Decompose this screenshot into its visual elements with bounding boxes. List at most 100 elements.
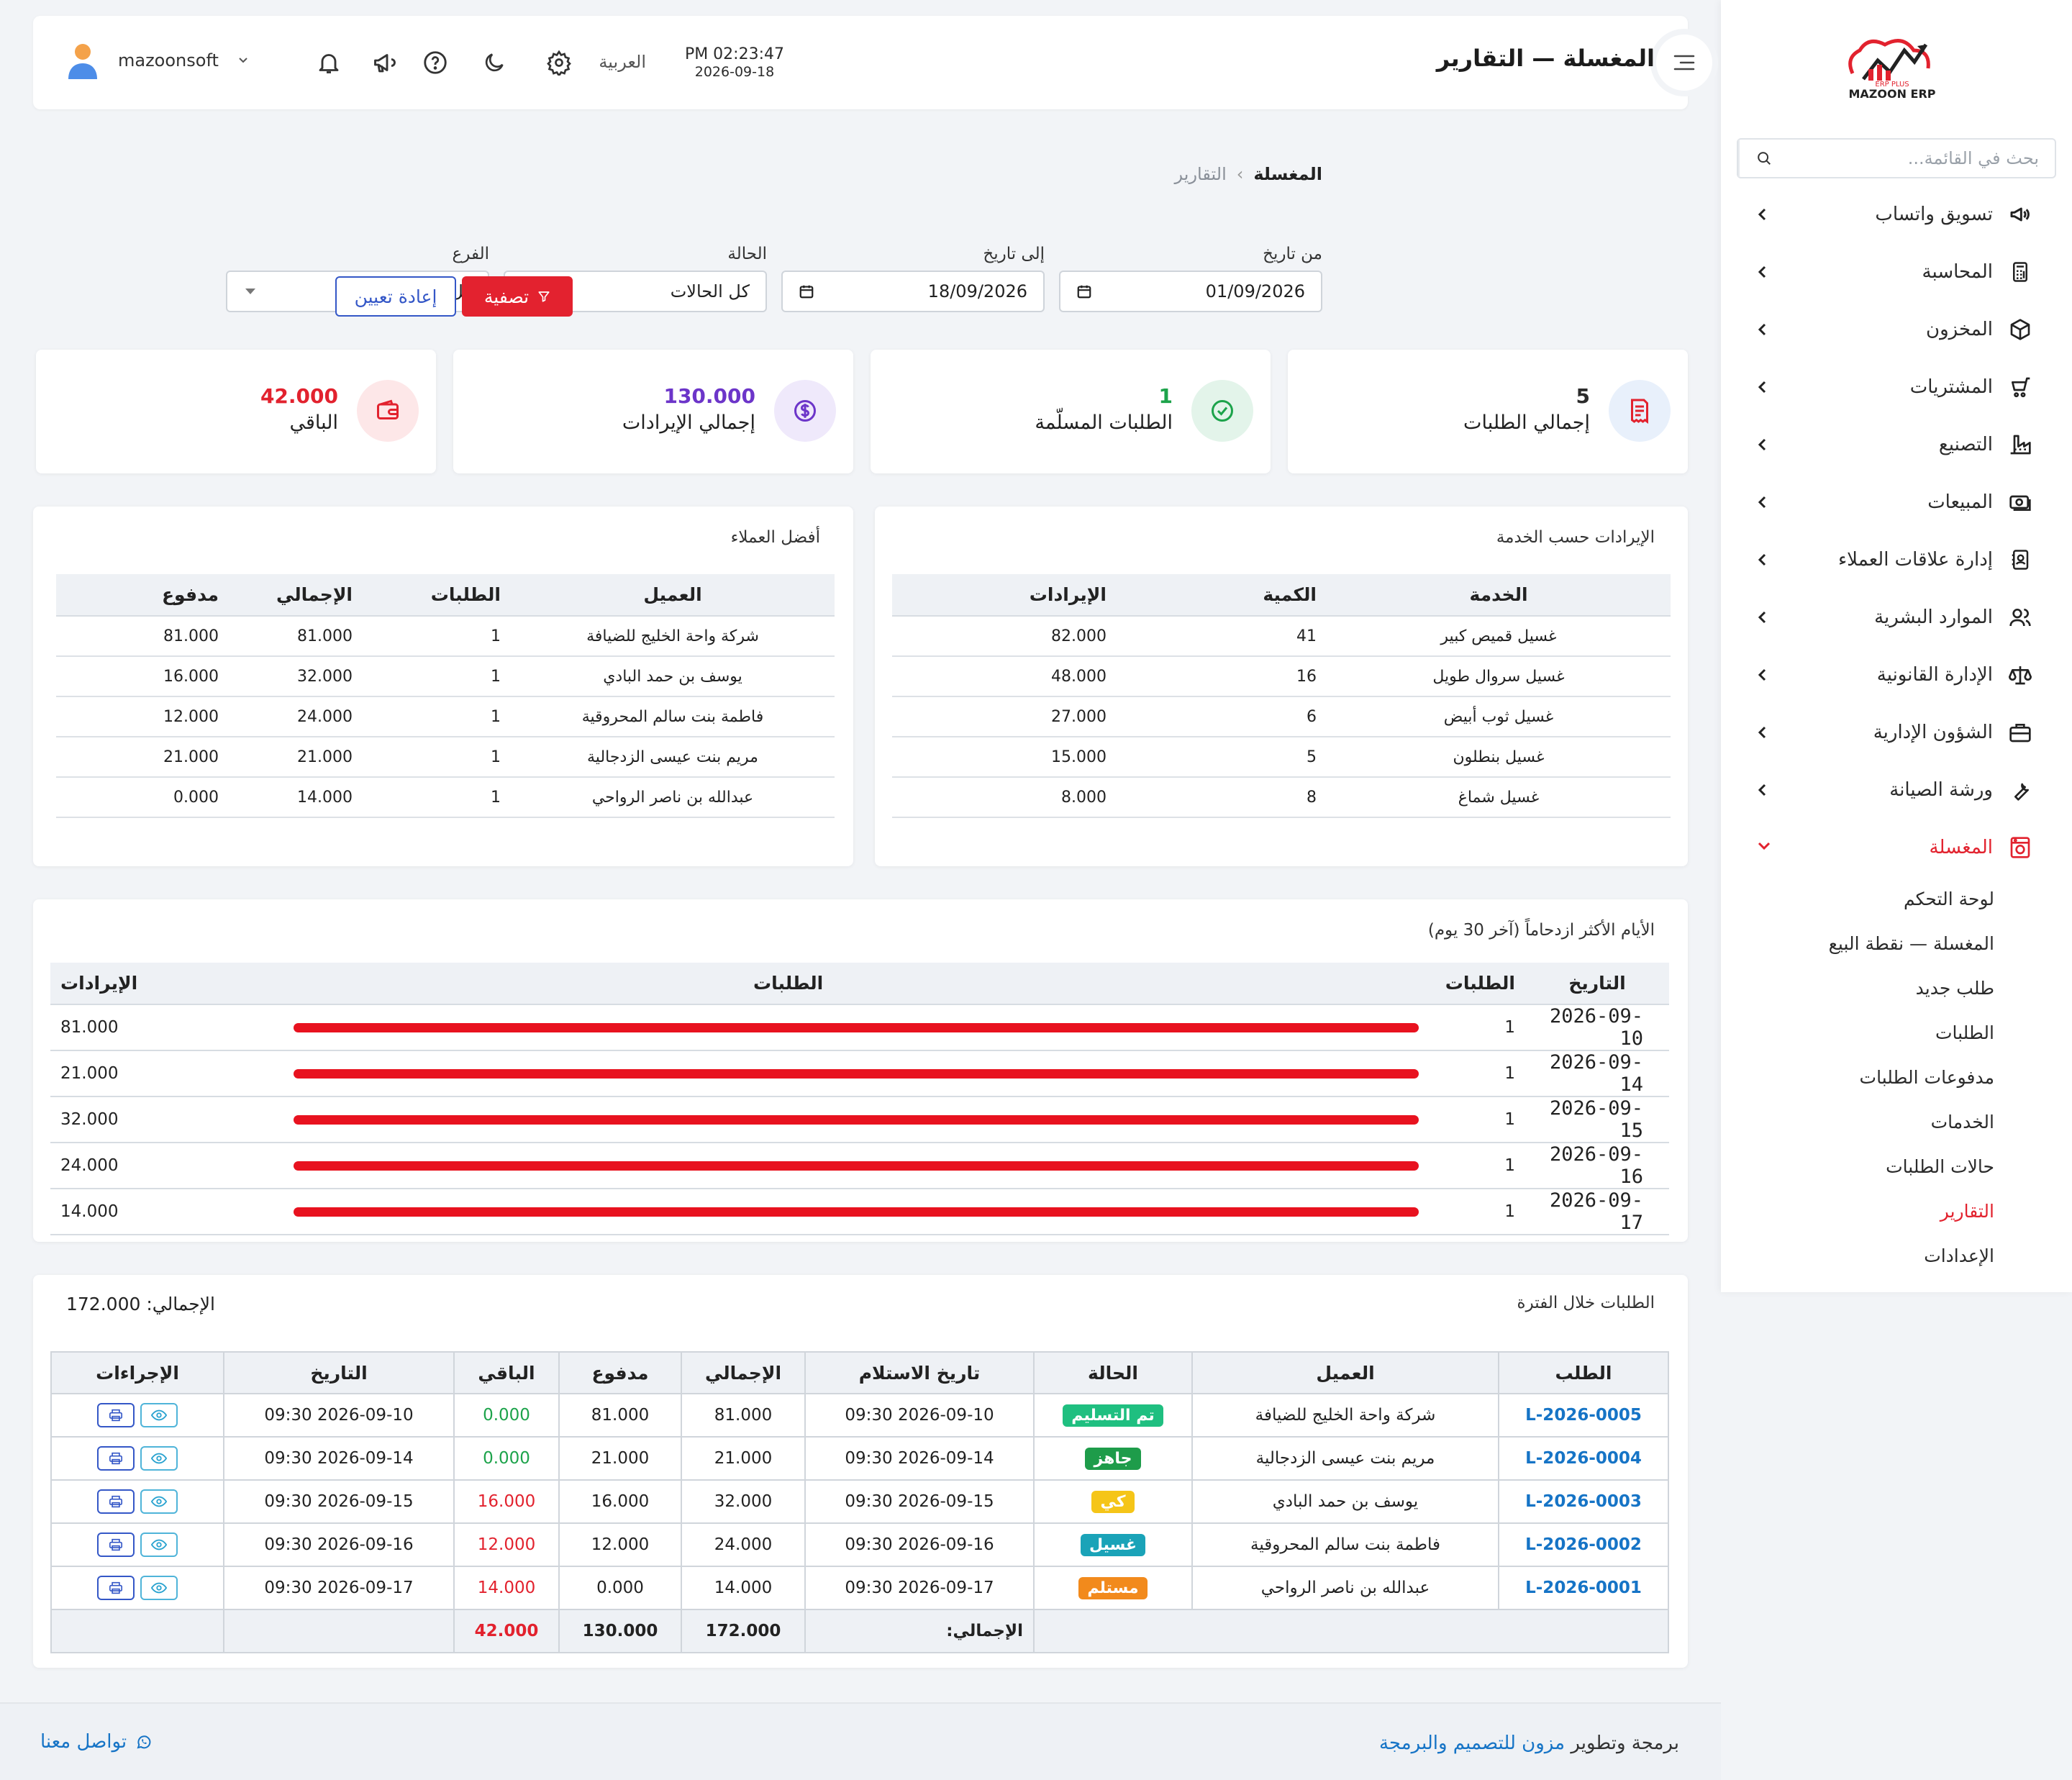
table-row: 2026-09-15 1 32.000 bbox=[50, 1096, 1669, 1143]
sidebar-item-inventory[interactable]: المخزون bbox=[1721, 301, 2072, 358]
table-header-row: العميل الطلبات الإجمالي مدفوع bbox=[56, 574, 835, 617]
order-id-link[interactable]: L-2026-0002 bbox=[1498, 1522, 1669, 1567]
footer-credit-link[interactable]: مزون للتصميم والبرمجة bbox=[1378, 1733, 1566, 1754]
mazoon-logo[interactable]: ERP PLUS MAZOON ERP bbox=[1824, 29, 1960, 101]
submenu-item-dashboard[interactable]: لوحة التحكم bbox=[1903, 888, 1994, 909]
order-status-cell: كي bbox=[1033, 1479, 1193, 1524]
to-date-group: إلى تاريخ 18/09/2026 bbox=[781, 245, 1045, 312]
status-badge: تم التسليم bbox=[1063, 1404, 1163, 1427]
day-bar-cell bbox=[147, 1143, 1429, 1189]
sidebar-item-laundry[interactable]: المغسلة bbox=[1721, 819, 2072, 876]
orders-bar bbox=[294, 1022, 1419, 1032]
sidebar-item-accounting[interactable]: المحاسبة bbox=[1721, 243, 2072, 301]
print-icon[interactable] bbox=[97, 1489, 135, 1514]
gear-icon[interactable] bbox=[544, 47, 574, 78]
table-row: شركة واحة الخليج للضيافة 1 81.000 81.000 bbox=[56, 616, 835, 657]
sidebar-item-manufacturing[interactable]: التصنيع bbox=[1721, 416, 2072, 473]
table-row: غسيل بنطلون 5 15.000 bbox=[892, 737, 1671, 778]
day-date: 2026-09-10 bbox=[1525, 1004, 1669, 1051]
order-paid: 16.000 bbox=[558, 1479, 682, 1524]
submenu-item-new-order[interactable]: طلب جديد bbox=[1915, 977, 1994, 999]
table-row: L-2026-0002 فاطمة بنت سالم المحروقية غسيل 2… bbox=[50, 1522, 1669, 1567]
table-row: 2026-09-16 1 24.000 bbox=[50, 1143, 1669, 1189]
revenue-by-service-table: الخدمة الكمية الإيرادات غسيل قميص كبير 41… bbox=[892, 574, 1671, 818]
bell-icon[interactable] bbox=[314, 47, 344, 78]
factory-icon bbox=[2006, 430, 2035, 459]
customer-total: 14.000 bbox=[229, 777, 363, 818]
customer-total: 32.000 bbox=[229, 656, 363, 697]
help-icon[interactable] bbox=[420, 47, 450, 78]
sidebar: ERP PLUS MAZOON ERP تسويق واتساب المحاسب… bbox=[1721, 0, 2072, 1292]
stat-card-total-orders: 5 إجمالي الطلبات bbox=[1288, 350, 1688, 473]
print-icon[interactable] bbox=[97, 1532, 135, 1557]
print-icon[interactable] bbox=[97, 1446, 135, 1471]
sidebar-item-crm[interactable]: إدارة علاقات العملاء bbox=[1721, 531, 2072, 589]
sidebar-item-sales[interactable]: المبيعات bbox=[1721, 473, 2072, 531]
order-id-link[interactable]: L-2026-0005 bbox=[1498, 1393, 1669, 1438]
day-orders: 1 bbox=[1429, 1143, 1525, 1189]
receipt-icon bbox=[1609, 380, 1671, 442]
funnel-icon bbox=[538, 291, 550, 302]
view-icon[interactable] bbox=[140, 1446, 178, 1471]
submenu-item-pos[interactable]: المغسلة — نقطة البيع bbox=[1828, 932, 1994, 954]
contacts-icon bbox=[2006, 545, 2035, 574]
wrench-icon bbox=[2006, 776, 2035, 804]
from-date-field[interactable]: 01/09/2026 bbox=[1059, 271, 1322, 312]
submenu-item-settings[interactable]: الإعدادات bbox=[1924, 1245, 1994, 1266]
sidebar-item-label: تسويق واتساب bbox=[1875, 204, 1993, 225]
search-icon[interactable] bbox=[1738, 140, 1789, 177]
stat-value: 42.000 bbox=[260, 384, 338, 408]
moon-icon[interactable] bbox=[479, 47, 509, 78]
order-id-link[interactable]: L-2026-0001 bbox=[1498, 1566, 1669, 1610]
submenu-item-reports[interactable]: التقارير bbox=[1940, 1200, 1994, 1222]
sidebar-item-label: الشؤون الإدارية bbox=[1873, 722, 1993, 743]
submenu-item-order-statuses[interactable]: حالات الطلبات bbox=[1886, 1155, 1994, 1177]
orders-bar bbox=[294, 1207, 1419, 1217]
submenu-item-orders[interactable]: الطلبات bbox=[1935, 1022, 1994, 1043]
breadcrumb-root[interactable]: المغسلة bbox=[1253, 164, 1322, 184]
announcement-icon[interactable] bbox=[370, 47, 400, 78]
sidebar-item-whatsapp-marketing[interactable]: تسويق واتساب bbox=[1721, 186, 2072, 243]
table-row: مريم بنت عيسى الزدجالية 1 21.000 21.000 bbox=[56, 737, 835, 778]
submenu-item-order-payments[interactable]: مدفوعات الطلبات bbox=[1859, 1066, 1994, 1088]
chevron-left-icon bbox=[1755, 609, 1770, 626]
view-icon[interactable] bbox=[140, 1489, 178, 1514]
customer-total: 81.000 bbox=[229, 616, 363, 657]
submenu-item-services[interactable]: الخدمات bbox=[1930, 1111, 1994, 1132]
service-revenue: 8.000 bbox=[892, 777, 1117, 818]
calendar-icon[interactable] bbox=[1076, 283, 1092, 299]
column-header: الباقي bbox=[453, 1351, 560, 1394]
language-switch[interactable]: العربية bbox=[599, 52, 646, 72]
table-row: L-2026-0004 مريم بنت عيسى الزدجالية جاهز 20… bbox=[50, 1436, 1669, 1481]
view-icon[interactable] bbox=[140, 1576, 178, 1600]
from-date-label: من تاريخ bbox=[1263, 245, 1322, 263]
user-menu[interactable]: mazoonsoft bbox=[66, 42, 249, 79]
print-icon[interactable] bbox=[97, 1403, 135, 1427]
filter-button[interactable]: تصفية bbox=[462, 276, 573, 317]
sidebar-item-purchases[interactable]: المشتريات bbox=[1721, 358, 2072, 416]
service-name: غسيل سروال طويل bbox=[1327, 656, 1671, 697]
service-name: غسيل بنطلون bbox=[1327, 737, 1671, 778]
calendar-icon[interactable] bbox=[799, 283, 814, 299]
order-id-link[interactable]: L-2026-0003 bbox=[1498, 1479, 1669, 1524]
view-icon[interactable] bbox=[140, 1403, 178, 1427]
clock-date: 2026-09-18 bbox=[694, 64, 775, 80]
to-date-field[interactable]: 18/09/2026 bbox=[781, 271, 1045, 312]
day-orders: 1 bbox=[1429, 1004, 1525, 1051]
sidebar-search-input[interactable] bbox=[1789, 148, 2055, 168]
sidebar-item-legal[interactable]: الإدارة القانونية bbox=[1721, 646, 2072, 704]
sidebar-item-admin-affairs[interactable]: الشؤون الإدارية bbox=[1721, 704, 2072, 761]
sidebar-item-maintenance[interactable]: ورشة الصيانة bbox=[1721, 761, 2072, 819]
footer-credit: برمجة وتطوير مزون للتصميم والبرمجة bbox=[1379, 1733, 1679, 1754]
stat-label: الباقي bbox=[289, 412, 338, 434]
sidebar-toggle-button[interactable] bbox=[1650, 29, 1718, 96]
status-filter-label: الحالة bbox=[727, 245, 767, 263]
sidebar-item-label: إدارة علاقات العملاء bbox=[1837, 549, 1993, 571]
order-id-link[interactable]: L-2026-0004 bbox=[1498, 1436, 1669, 1481]
contact-us-link[interactable]: تواصل معنا bbox=[40, 1731, 153, 1753]
print-icon[interactable] bbox=[97, 1576, 135, 1600]
reset-button[interactable]: إعادة تعيين bbox=[335, 276, 456, 317]
sidebar-item-hr[interactable]: الموارد البشرية bbox=[1721, 589, 2072, 646]
view-icon[interactable] bbox=[140, 1532, 178, 1557]
svg-text:MAZOON ERP: MAZOON ERP bbox=[1848, 87, 1935, 101]
